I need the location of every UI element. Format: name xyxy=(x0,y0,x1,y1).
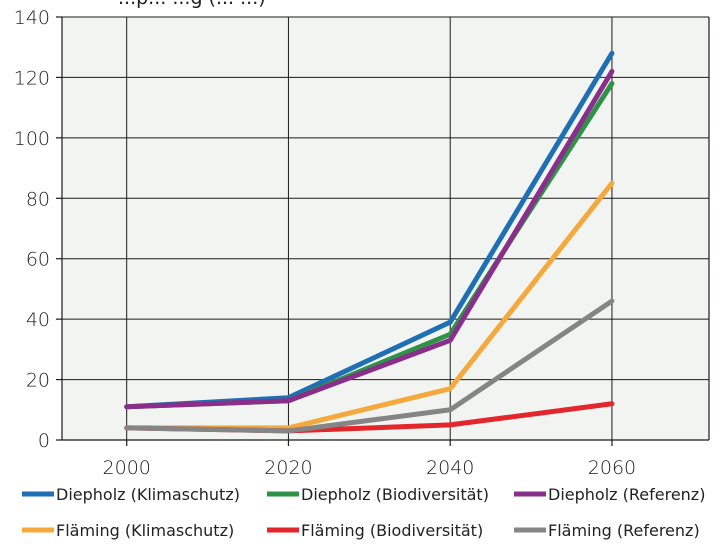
legend: Diepholz (Klimaschutz) Diepholz (Biodiver… xyxy=(22,485,705,540)
y-tick-labels: 0 20 40 60 80 100 120 140 xyxy=(14,7,50,452)
y-tick-label-0: 0 xyxy=(38,430,50,452)
y-tick-label-80: 80 xyxy=(26,188,50,210)
y-tick-label-60: 60 xyxy=(26,249,50,271)
x-tick-label-2040: 2040 xyxy=(426,457,474,479)
legend-label-4: Fläming (Klimaschutz) xyxy=(56,521,234,540)
y-tick-label-20: 20 xyxy=(26,370,50,392)
y-tick-label-140: 140 xyxy=(14,7,50,29)
y-tick-label-100: 100 xyxy=(14,128,50,150)
series-line-3 xyxy=(124,68,615,410)
x-tick-label-2060: 2060 xyxy=(588,457,636,479)
x-tick-label-2000: 2000 xyxy=(103,457,151,479)
series-lines xyxy=(124,50,615,434)
legend-label-2: Diepholz (Biodiversität) xyxy=(301,485,489,504)
legend-label-1: Diepholz (Klimaschutz) xyxy=(56,485,240,504)
legend-label-5: Fläming (Biodiversität) xyxy=(301,521,483,540)
chart-title-fragment: ...p... ...g (... ...) xyxy=(118,0,266,9)
y-tick-label-40: 40 xyxy=(26,309,50,331)
x-tick-label-2020: 2020 xyxy=(264,457,312,479)
legend-label-6: Fläming (Referenz) xyxy=(548,521,700,540)
gridlines xyxy=(62,16,709,441)
legend-label-3: Diepholz (Referenz) xyxy=(548,485,705,504)
x-tick-labels: 2000 2020 2040 2060 xyxy=(103,457,637,479)
axes xyxy=(56,16,710,446)
series-line-6 xyxy=(124,298,615,434)
y-tick-label-120: 120 xyxy=(14,67,50,89)
